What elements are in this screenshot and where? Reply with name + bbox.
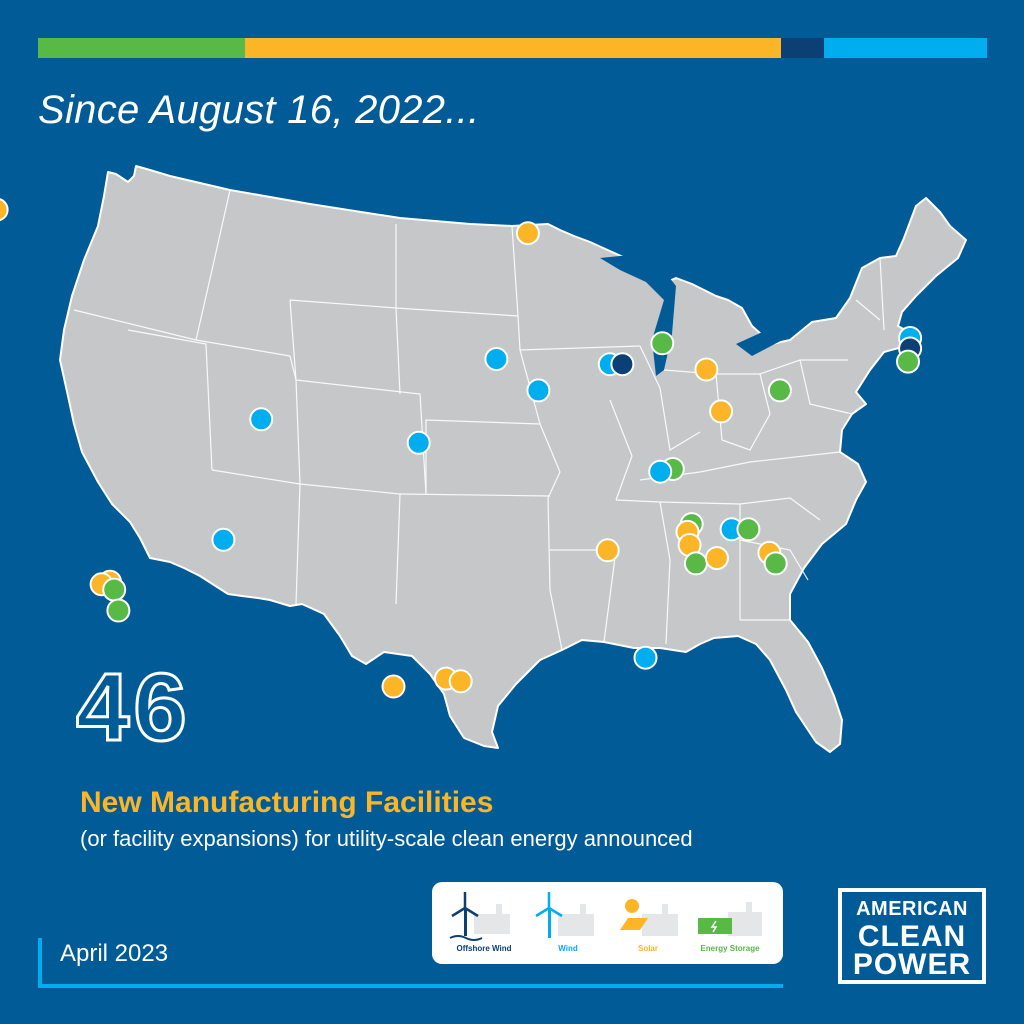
solar-facility-marker [709,399,734,424]
solar-facility-marker [595,538,620,563]
wind-facility-marker [211,527,236,552]
wind-facility-marker [249,407,274,432]
legend-item-energy-storage: Energy Storage [690,890,770,960]
american-clean-power-logo: AMERICAN CLEAN POWER [838,888,986,984]
offshore-wind-facility-marker [610,352,635,377]
battery-icon [698,902,762,936]
solar-facility-marker [694,357,719,382]
offshore-wind-segment [781,38,824,58]
date-underline [38,984,783,988]
energy-storage-segment [38,38,245,58]
solar-facility-marker [448,669,473,694]
wind-turbine-icon [535,892,594,938]
offshore-wind-icon [449,892,510,941]
subtitle: (or facility expansions) for utility-sca… [80,826,693,851]
solar-facility-marker [381,674,406,699]
wind-facility-marker [633,645,658,670]
energy-storage-facility-marker [106,598,131,623]
lake-erie [736,322,798,356]
legend: Offshore Wind Wind Solar [432,882,783,964]
report-date: April 2023 [60,940,169,967]
energy-storage-facility-marker [102,577,127,602]
facility-count-text: 46 [76,660,191,750]
solar-facility-marker [704,546,729,571]
energy-storage-facility-marker [736,517,761,542]
logo-line-3: POWER [852,948,972,981]
title: New Manufacturing Facilities [80,786,494,819]
wind-facility-marker [484,347,509,371]
logo-line-1: AMERICAN [856,898,968,920]
facility-count: 46 [76,660,191,750]
energy-storage-facility-marker [896,349,920,374]
legend-item-solar: Solar [608,890,688,960]
legend-label: Solar [637,944,658,953]
legend-item-wind: Wind [528,890,608,960]
energy-storage-facility-marker [683,551,708,576]
legend-label: Energy Storage [700,944,760,953]
wind-facility-marker [526,378,551,403]
headline: Since August 16, 2022... [38,88,480,132]
logo-line-2: CLEAN [857,920,967,953]
energy-storage-facility-marker [650,331,675,356]
solar-facility-marker [515,221,540,246]
energy-storage-facility-marker [763,551,788,576]
facility-markers [0,198,923,699]
color-bar [38,38,987,58]
wind-facility-marker [406,430,431,455]
wind-facility-marker [648,459,673,484]
solar-segment [245,38,781,58]
solar-panel-icon [620,899,678,936]
legend-label: Offshore Wind [456,944,512,953]
date-tick [38,938,42,986]
legend-item-offshore-wind: Offshore Wind [444,890,524,960]
energy-storage-facility-marker [767,378,792,403]
solar-facility-marker [0,198,9,222]
wind-segment [824,38,987,58]
legend-label: Wind [558,944,578,953]
